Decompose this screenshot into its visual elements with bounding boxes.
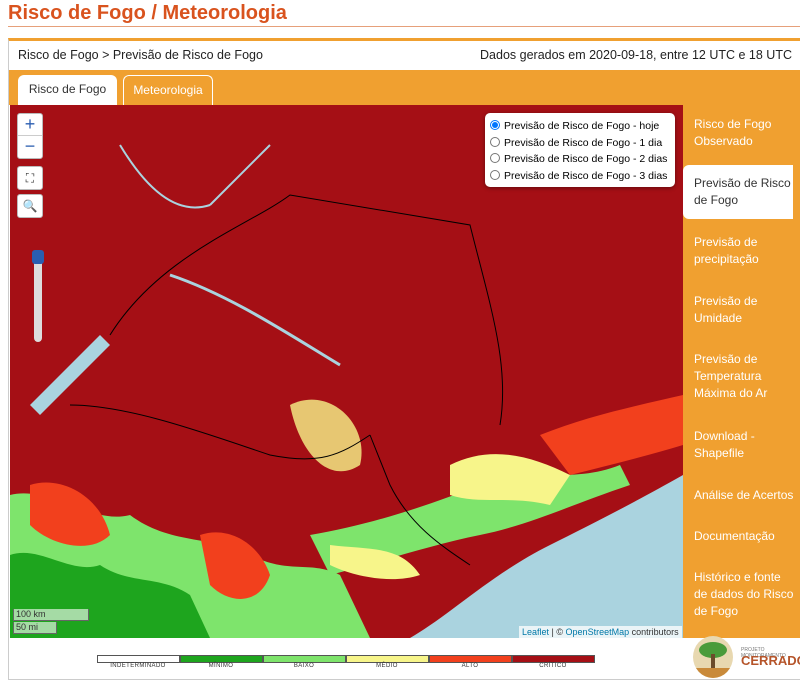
breadcrumb: Risco de Fogo > Previsão de Risco de Fog…: [18, 48, 263, 62]
attribution: Leaflet | © OpenStreetMap contributors: [519, 626, 682, 638]
scale-mi: 50 mi: [13, 622, 57, 634]
layer-control: Previsão de Risco de Fogo - hoje Previsã…: [485, 113, 675, 187]
fullscreen-button[interactable]: ⛶: [17, 166, 43, 190]
page-title: Risco de Fogo / Meteorologia: [8, 2, 287, 24]
slider-handle[interactable]: [32, 250, 44, 264]
osm-link[interactable]: OpenStreetMap: [565, 627, 630, 637]
menu-item[interactable]: Previsão de precipitação: [694, 235, 759, 266]
layer-label: Previsão de Risco de Fogo - 2 dias: [504, 153, 668, 165]
logo-icon: [693, 636, 733, 678]
layer-label: Previsão de Risco de Fogo - 3 dias: [504, 169, 668, 182]
menu-item[interactable]: Previsão de Umidade: [694, 294, 758, 325]
legend-label: INDETERMINADO: [110, 663, 166, 669]
legend-swatch: [97, 655, 180, 663]
zoom-in[interactable]: +: [24, 114, 36, 134]
legend-label: CRÍTICO: [539, 663, 567, 669]
radio[interactable]: [490, 136, 500, 147]
legend-swatch: [180, 655, 263, 663]
legend-label: BAIXO: [293, 663, 315, 669]
zoom-out[interactable]: −: [18, 135, 42, 157]
layer-option[interactable]: Previsão de Risco de Fogo - 1 dia: [485, 135, 675, 152]
menu-item[interactable]: Histórico e fonte de dados do Risco de F…: [694, 570, 794, 618]
tab[interactable]: Risco de Fogo: [18, 75, 117, 105]
panel: [8, 38, 800, 680]
layer-label: Previsão de Risco de Fogo - hoje: [504, 120, 660, 132]
attribution-text: contributors: [631, 627, 679, 637]
menu-item[interactable]: Risco de Fogo Observado: [694, 117, 772, 148]
radio[interactable]: [490, 169, 500, 180]
logo-name: CERRADO: [741, 653, 800, 668]
generated-info: Dados gerados em 2020-09-18, entre 12 UT…: [480, 48, 792, 62]
menu-item[interactable]: Previsão de Temperatura Máxima do Ar: [694, 352, 768, 400]
layer-label: Previsão de Risco de Fogo - 1 dia: [504, 136, 663, 149]
legend-label: MÍNIMO: [208, 663, 234, 669]
search-button[interactable]: 🔍: [17, 194, 43, 218]
tab[interactable]: Meteorologia: [123, 75, 213, 105]
legend-swatch: [263, 655, 346, 663]
layer-option[interactable]: Previsão de Risco de Fogo - 2 dias: [485, 151, 675, 168]
leaflet-link[interactable]: Leaflet: [522, 627, 550, 637]
menu-item[interactable]: Download - Shapefile: [694, 429, 755, 460]
title-rule: [8, 26, 800, 27]
opacity-slider[interactable]: [34, 252, 42, 342]
layer-option[interactable]: Previsão de Risco de Fogo - hoje: [485, 118, 675, 135]
legend-label: MÉDIO: [376, 663, 398, 669]
menu-item-active[interactable]: Previsão de Risco de Fogo: [683, 165, 793, 219]
menu-item[interactable]: Documentação: [694, 529, 775, 543]
map[interactable]: [10, 105, 683, 638]
menu-item[interactable]: Análise de Acertos: [694, 488, 794, 502]
legend-swatch: [429, 655, 512, 663]
radio[interactable]: [490, 120, 500, 130]
legend-label: ALTO: [461, 663, 479, 669]
layer-option[interactable]: Previsão de Risco de Fogo - 3 dias: [485, 168, 675, 185]
legend-swatch: [346, 655, 429, 663]
scale-km: 100 km: [13, 609, 89, 621]
attribution-separator: | ©: [551, 627, 564, 637]
legend-swatch: [512, 655, 595, 663]
radio[interactable]: [490, 153, 500, 163]
logo-caption: PROJETO MONITORAMENTO: [741, 647, 786, 659]
zoom-control: + −: [17, 113, 43, 159]
